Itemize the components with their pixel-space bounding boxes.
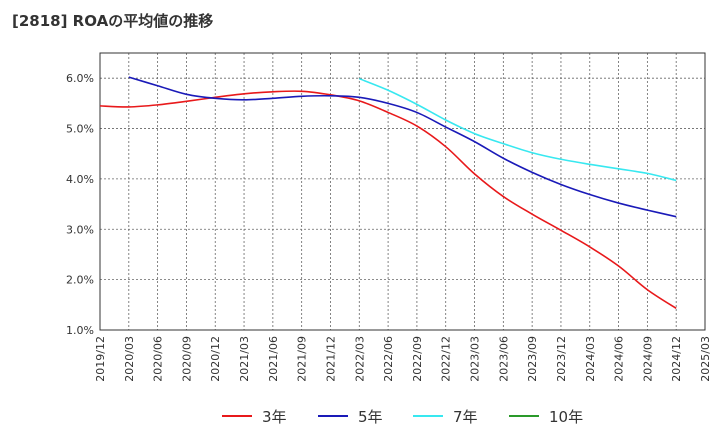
legend-item: 7年 — [413, 404, 478, 428]
y-tick-label: 3.0% — [66, 223, 94, 236]
x-tick-label: 2024/03 — [584, 336, 597, 382]
x-tick-label: 2021/06 — [267, 336, 280, 382]
x-tick-label: 2023/09 — [526, 336, 539, 382]
x-tick-label: 2021/09 — [296, 336, 309, 382]
series-lines — [99, 76, 677, 310]
legend-label: 5年 — [358, 407, 383, 426]
x-tick-label: 2022/09 — [411, 336, 424, 382]
x-tick-label: 2025/03 — [699, 336, 712, 382]
y-tick-label: 6.0% — [66, 72, 94, 85]
legend-item: 5年 — [318, 404, 383, 428]
plot-area-border — [99, 52, 706, 331]
y-tick-label: 1.0% — [66, 324, 94, 337]
series-line-0 — [99, 90, 677, 310]
legend-label: 10年 — [549, 407, 584, 426]
x-tick-label: 2024/06 — [613, 336, 626, 382]
y-tick-label: 5.0% — [66, 123, 94, 136]
series-line-2 — [358, 77, 677, 182]
legend-swatch — [318, 415, 348, 417]
x-tick-label: 2020/12 — [209, 336, 222, 382]
x-tick-label: 2019/12 — [94, 336, 107, 382]
series-line-1 — [128, 76, 677, 218]
x-tick-label: 2022/03 — [353, 336, 366, 382]
legend-label: 3年 — [262, 407, 287, 426]
x-tick-label: 2024/09 — [641, 336, 654, 382]
x-tick-label: 2020/09 — [180, 336, 193, 382]
chart-title: [2818] ROAの平均値の推移 — [12, 12, 214, 30]
y-tick-label: 2.0% — [66, 274, 94, 287]
y-axis-ticks: 1.0% 2.0% 3.0% 4.0% 5.0% 6.0% — [66, 72, 94, 337]
legend-label: 7年 — [453, 407, 478, 426]
x-tick-label: 2021/03 — [238, 336, 251, 382]
legend-swatch — [413, 415, 443, 417]
legend-item: 3年 — [222, 404, 287, 428]
x-tick-label: 2020/06 — [152, 336, 165, 382]
legend-swatch — [509, 415, 539, 417]
legend-swatch — [222, 415, 252, 417]
x-tick-label: 2024/12 — [670, 336, 683, 382]
y-tick-label: 4.0% — [66, 173, 94, 186]
x-tick-label: 2023/06 — [497, 336, 510, 382]
x-tick-label: 2020/03 — [123, 336, 136, 382]
legend: 3年 5年 7年 10年 — [0, 404, 720, 428]
x-tick-label: 2021/12 — [324, 336, 337, 382]
x-tick-label: 2023/12 — [555, 336, 568, 382]
x-axis-ticks: 2019/12 2020/03 2020/06 2020/09 2020/12 2021/… — [94, 336, 712, 382]
legend-item: 10年 — [509, 404, 583, 428]
x-tick-label: 2022/06 — [382, 336, 395, 382]
x-tick-label: 2023/03 — [469, 336, 482, 382]
x-tick-label: 2022/12 — [440, 336, 453, 382]
